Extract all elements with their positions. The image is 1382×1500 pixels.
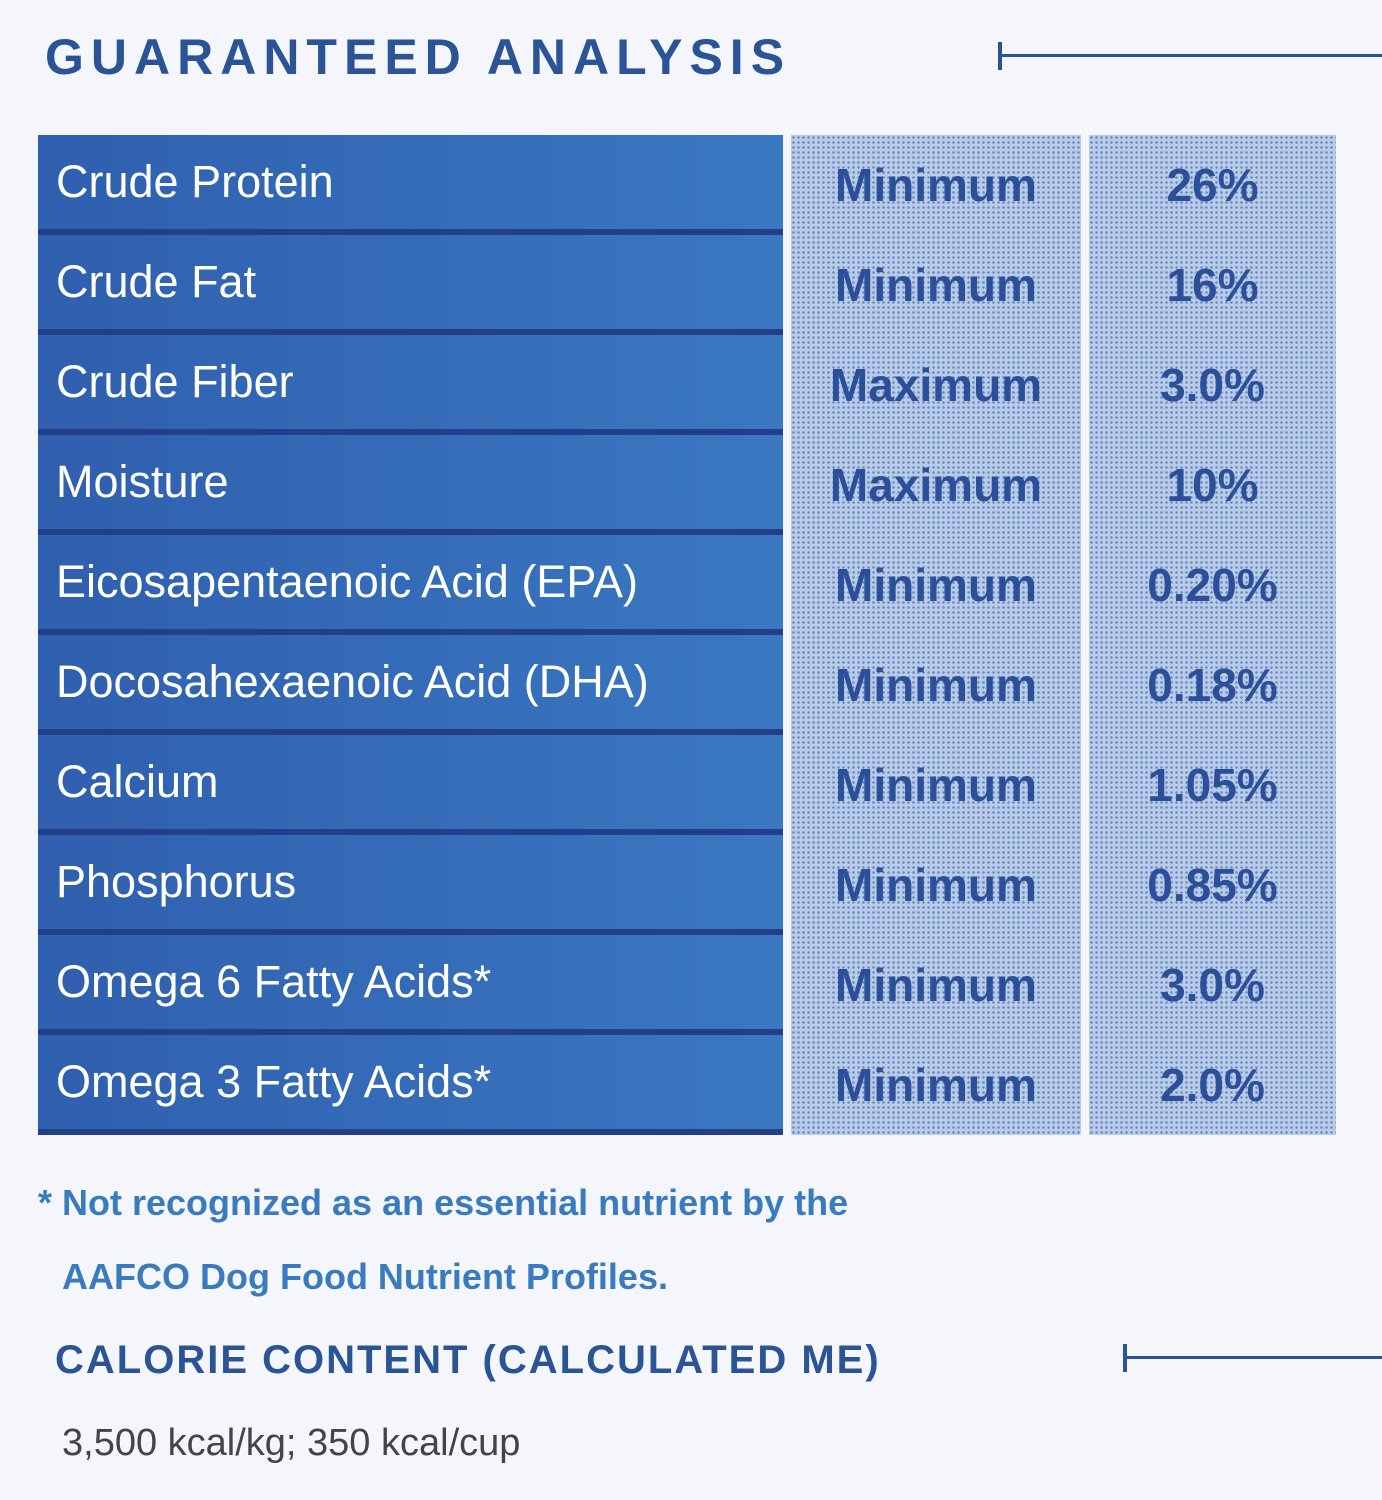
- amount: 0.85%: [1089, 835, 1336, 935]
- amount: 2.0%: [1089, 1035, 1336, 1135]
- nutrient: Crude Protein: [38, 135, 783, 235]
- nutrient: Eicosapentaenoic Acid (EPA): [38, 535, 783, 635]
- amount: 1.05%: [1089, 735, 1336, 835]
- nutrient: Omega 6 Fatty Acids*: [38, 935, 783, 1035]
- rule: [1000, 54, 1382, 57]
- footnote: AAFCO Dog Food Nutrient Profiles.: [62, 1256, 668, 1297]
- amount: 0.18%: [1089, 635, 1336, 735]
- calorie-text: 3,500 kcal/kg; 350 kcal/cup: [62, 1422, 521, 1464]
- table-row: Crude Fat Minimum 16%: [38, 235, 1338, 335]
- nutrient: Phosphorus: [38, 835, 783, 935]
- amount: 3.0%: [1089, 935, 1336, 1035]
- amount: 0.20%: [1089, 535, 1336, 635]
- table-row: Calcium Minimum 1.05%: [38, 735, 1338, 835]
- footnote: * Not recognized as an essential nutrien…: [38, 1182, 849, 1223]
- table-row: Eicosapentaenoic Acid (EPA) Minimum 0.20%: [38, 535, 1338, 635]
- nutrient: Calcium: [38, 735, 783, 835]
- nutrient: Docosahexaenoic Acid (DHA): [38, 635, 783, 735]
- nutrient: Omega 3 Fatty Acids*: [38, 1035, 783, 1135]
- limit-type: Minimum: [791, 1035, 1081, 1135]
- amount: 3.0%: [1089, 335, 1336, 435]
- limit-type: Minimum: [791, 735, 1081, 835]
- table-row: Omega 3 Fatty Acids* Minimum 2.0%: [38, 1035, 1338, 1135]
- table-row: Phosphorus Minimum 0.85%: [38, 835, 1338, 935]
- title: GUARANTEED ANALYSIS: [45, 29, 792, 85]
- limit-type: Minimum: [791, 635, 1081, 735]
- amount: 16%: [1089, 235, 1336, 335]
- table-row: Crude Fiber Maximum 3.0%: [38, 335, 1338, 435]
- rule: [1125, 1356, 1382, 1359]
- analysis-table: Crude Protein Minimum 26% Crude Fat Minimum 1…: [38, 135, 1338, 1135]
- limit-type: Minimum: [791, 135, 1081, 235]
- table-row: Docosahexaenoic Acid (DHA) Minimum 0.18%: [38, 635, 1338, 735]
- limit-type: Minimum: [791, 235, 1081, 335]
- calorie-title: CALORIE CONTENT (CALCULATED ME): [55, 1338, 881, 1382]
- limit-type: Minimum: [791, 535, 1081, 635]
- limit-type: Minimum: [791, 835, 1081, 935]
- limit-type: Maximum: [791, 335, 1081, 435]
- amount: 26%: [1089, 135, 1336, 235]
- table-row: Crude Protein Minimum 26%: [38, 135, 1338, 235]
- nutrient: Moisture: [38, 435, 783, 535]
- nutrient: Crude Fat: [38, 235, 783, 335]
- table-row: Omega 6 Fatty Acids* Minimum 3.0%: [38, 935, 1338, 1035]
- amount: 10%: [1089, 435, 1336, 535]
- limit-type: Minimum: [791, 935, 1081, 1035]
- nutrient: Crude Fiber: [38, 335, 783, 435]
- table-row: Moisture Maximum 10%: [38, 435, 1338, 535]
- limit-type: Maximum: [791, 435, 1081, 535]
